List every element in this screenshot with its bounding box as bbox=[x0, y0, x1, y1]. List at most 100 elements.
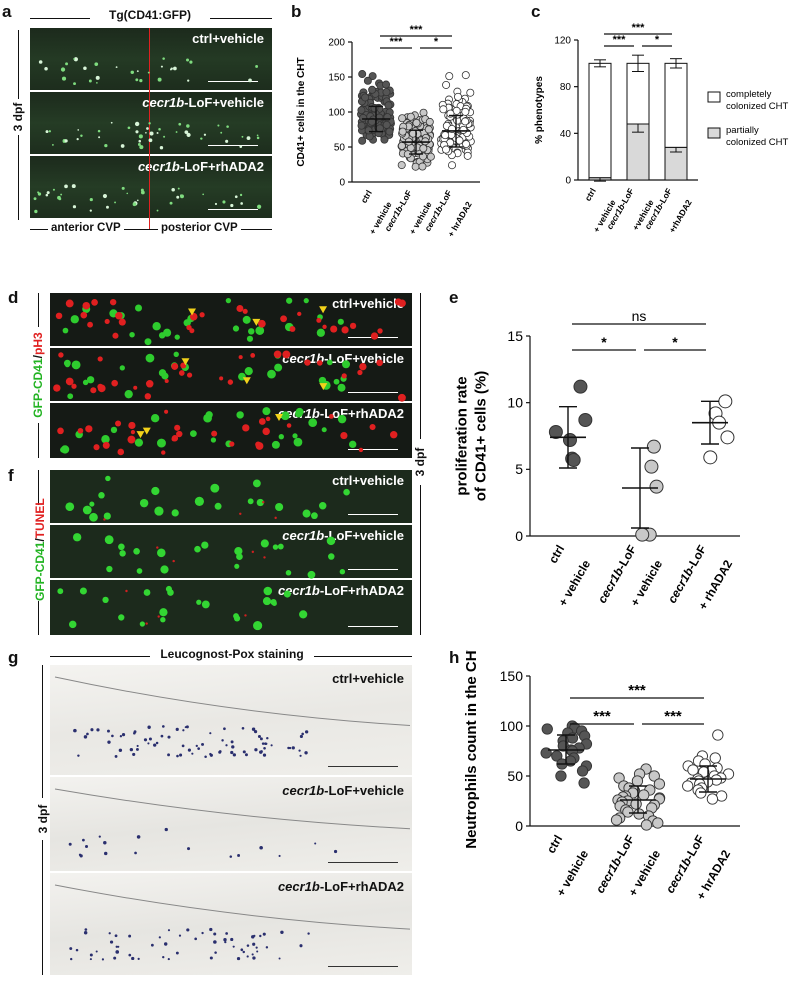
scale-bar bbox=[328, 862, 398, 863]
gfp-cell-dot bbox=[201, 541, 209, 549]
gfp-cell-dot bbox=[118, 614, 125, 621]
chart-b-y-tick-label: 0 bbox=[339, 178, 345, 189]
chart-e-point bbox=[720, 430, 735, 445]
gfp-cell-dot bbox=[186, 58, 190, 62]
chart-b-significance-label: *** bbox=[410, 24, 424, 36]
gfp-cell-dot bbox=[295, 407, 304, 416]
neutrophil-stain-dot bbox=[224, 941, 227, 944]
gfp-cell-dot bbox=[37, 192, 42, 196]
neutrophil-stain-dot bbox=[197, 747, 201, 750]
neutrophil-stain-dot bbox=[201, 931, 204, 935]
ph3-cell-dot bbox=[178, 370, 185, 376]
chart-b-point bbox=[424, 125, 433, 134]
ph3-cell-dot bbox=[144, 393, 152, 400]
ph3-cell-dot bbox=[227, 379, 234, 385]
chart-c-category-label-line: +rhADA2 bbox=[667, 198, 694, 235]
gfp-cell-dot bbox=[72, 533, 82, 542]
gfp-cell-dot bbox=[145, 353, 155, 363]
neutrophil-stain-dot bbox=[167, 735, 171, 739]
ph3-cell-dot bbox=[71, 383, 77, 389]
ph3-cell-dot bbox=[145, 380, 154, 388]
panel-g-side-label: 3 dpf bbox=[36, 798, 50, 840]
chart-b-y-tick-label: 100 bbox=[328, 108, 345, 119]
gfp-cell-dot bbox=[139, 621, 146, 627]
chart-e-point bbox=[566, 453, 581, 467]
chart-e-y-tick-label: 5 bbox=[515, 461, 523, 477]
chart-b-y-tick-label: 200 bbox=[328, 38, 345, 49]
neutrophil-stain-dot bbox=[184, 726, 187, 729]
chart-b-point bbox=[358, 136, 367, 145]
neutrophil-stain-dot bbox=[278, 854, 281, 858]
gfp-cell-dot bbox=[71, 184, 76, 189]
gfp-cell-dot bbox=[187, 79, 190, 82]
ph3-cell-dot bbox=[390, 431, 398, 439]
gfp-cell-dot bbox=[106, 205, 109, 209]
chart-e-point bbox=[646, 439, 661, 454]
ph3-cell-dot bbox=[349, 322, 357, 330]
chart-c-legend-swatch bbox=[707, 91, 721, 103]
neutrophil-stain-dot bbox=[195, 744, 198, 748]
neutrophil-stain-dot bbox=[155, 741, 159, 745]
neutrophil-stain-dot bbox=[251, 727, 256, 731]
neutrophil-stain-dot bbox=[147, 725, 151, 729]
gfp-cell-dot bbox=[101, 435, 110, 444]
panel-f-cell-dots bbox=[57, 475, 350, 631]
ph3-cell-dot bbox=[250, 353, 256, 358]
chart-h-point bbox=[640, 819, 653, 831]
neutrophil-stain-dot bbox=[240, 948, 244, 952]
gfp-cell-dot bbox=[176, 195, 180, 199]
neutrophil-stain-dot bbox=[158, 936, 161, 939]
neutrophil-stain-dot bbox=[259, 934, 262, 938]
gfp-cell-dot bbox=[174, 334, 180, 340]
ph3-cell-dot bbox=[322, 324, 327, 329]
ph3-cell-dot bbox=[118, 318, 126, 326]
neutrophil-stain-dot bbox=[148, 737, 152, 741]
chart-h-category-label-line: + vehicle bbox=[626, 847, 664, 898]
gfp-cell-dot bbox=[278, 434, 284, 440]
chart-h-point bbox=[706, 793, 719, 805]
chart-b-point bbox=[454, 92, 463, 101]
neutrophil-stain-dot bbox=[78, 853, 82, 857]
chart-b-point bbox=[398, 127, 407, 136]
gfp-cell-dot bbox=[63, 359, 71, 367]
neutrophil-stain-dot bbox=[68, 842, 72, 846]
gfp-cell-dot bbox=[349, 440, 357, 449]
neutrophil-stain-dot bbox=[115, 945, 118, 948]
chart-b-point bbox=[406, 112, 415, 121]
ph3-cell-dot bbox=[186, 324, 192, 331]
gfp-cell-dot bbox=[149, 131, 154, 136]
neutrophil-stain-dot bbox=[304, 751, 308, 755]
ph3-cell-dot bbox=[65, 299, 74, 308]
panel-g-image-rhada2: cecr1b-LoF+rhADA2 bbox=[50, 873, 412, 975]
neutrophil-stain-dot bbox=[223, 938, 227, 942]
gfp-cell-dot bbox=[262, 407, 271, 416]
neutrophil-stain-dot bbox=[231, 745, 235, 749]
gfp-cell-dot bbox=[158, 127, 161, 131]
ph3-cell-dot bbox=[171, 435, 179, 442]
neutrophil-stain-dot bbox=[232, 945, 235, 948]
gfp-cell-dot bbox=[292, 433, 298, 439]
arrowhead-icon bbox=[136, 431, 145, 439]
chart-c-y-axis-label: % phenotypes bbox=[534, 76, 545, 144]
panel-a-title: Tg(CD41:GFP) bbox=[90, 8, 210, 22]
chart-h-significance-label: *** bbox=[593, 708, 611, 725]
gfp-cell-dot bbox=[256, 498, 264, 507]
neutrophil-stain-dot bbox=[256, 950, 259, 953]
gfp-cell-dot bbox=[48, 130, 51, 133]
chart-h-point bbox=[576, 765, 589, 777]
chart-e-category-label: cecr1b-LoF+ vehicle bbox=[595, 543, 666, 609]
scale-bar bbox=[348, 392, 398, 393]
gfp-cell-dot bbox=[183, 319, 191, 327]
neutrophil-stain-dot bbox=[287, 746, 290, 750]
gfp-cell-dot bbox=[169, 68, 172, 71]
gfp-cell-dot bbox=[119, 365, 125, 371]
gfp-cell-dot bbox=[89, 501, 95, 507]
neutrophil-stain-dot bbox=[209, 752, 212, 756]
chart-c-category-label: cecr1b-LoF+rhADA2 bbox=[642, 186, 694, 235]
gfp-cell-dot bbox=[246, 335, 254, 342]
gfp-cell-dot bbox=[86, 376, 95, 384]
gfp-cell-dot bbox=[220, 131, 223, 134]
gfp-cell-dot bbox=[337, 383, 346, 392]
neutrophil-stain-dot bbox=[266, 736, 269, 740]
neutrophil-stain-dot bbox=[214, 951, 217, 954]
